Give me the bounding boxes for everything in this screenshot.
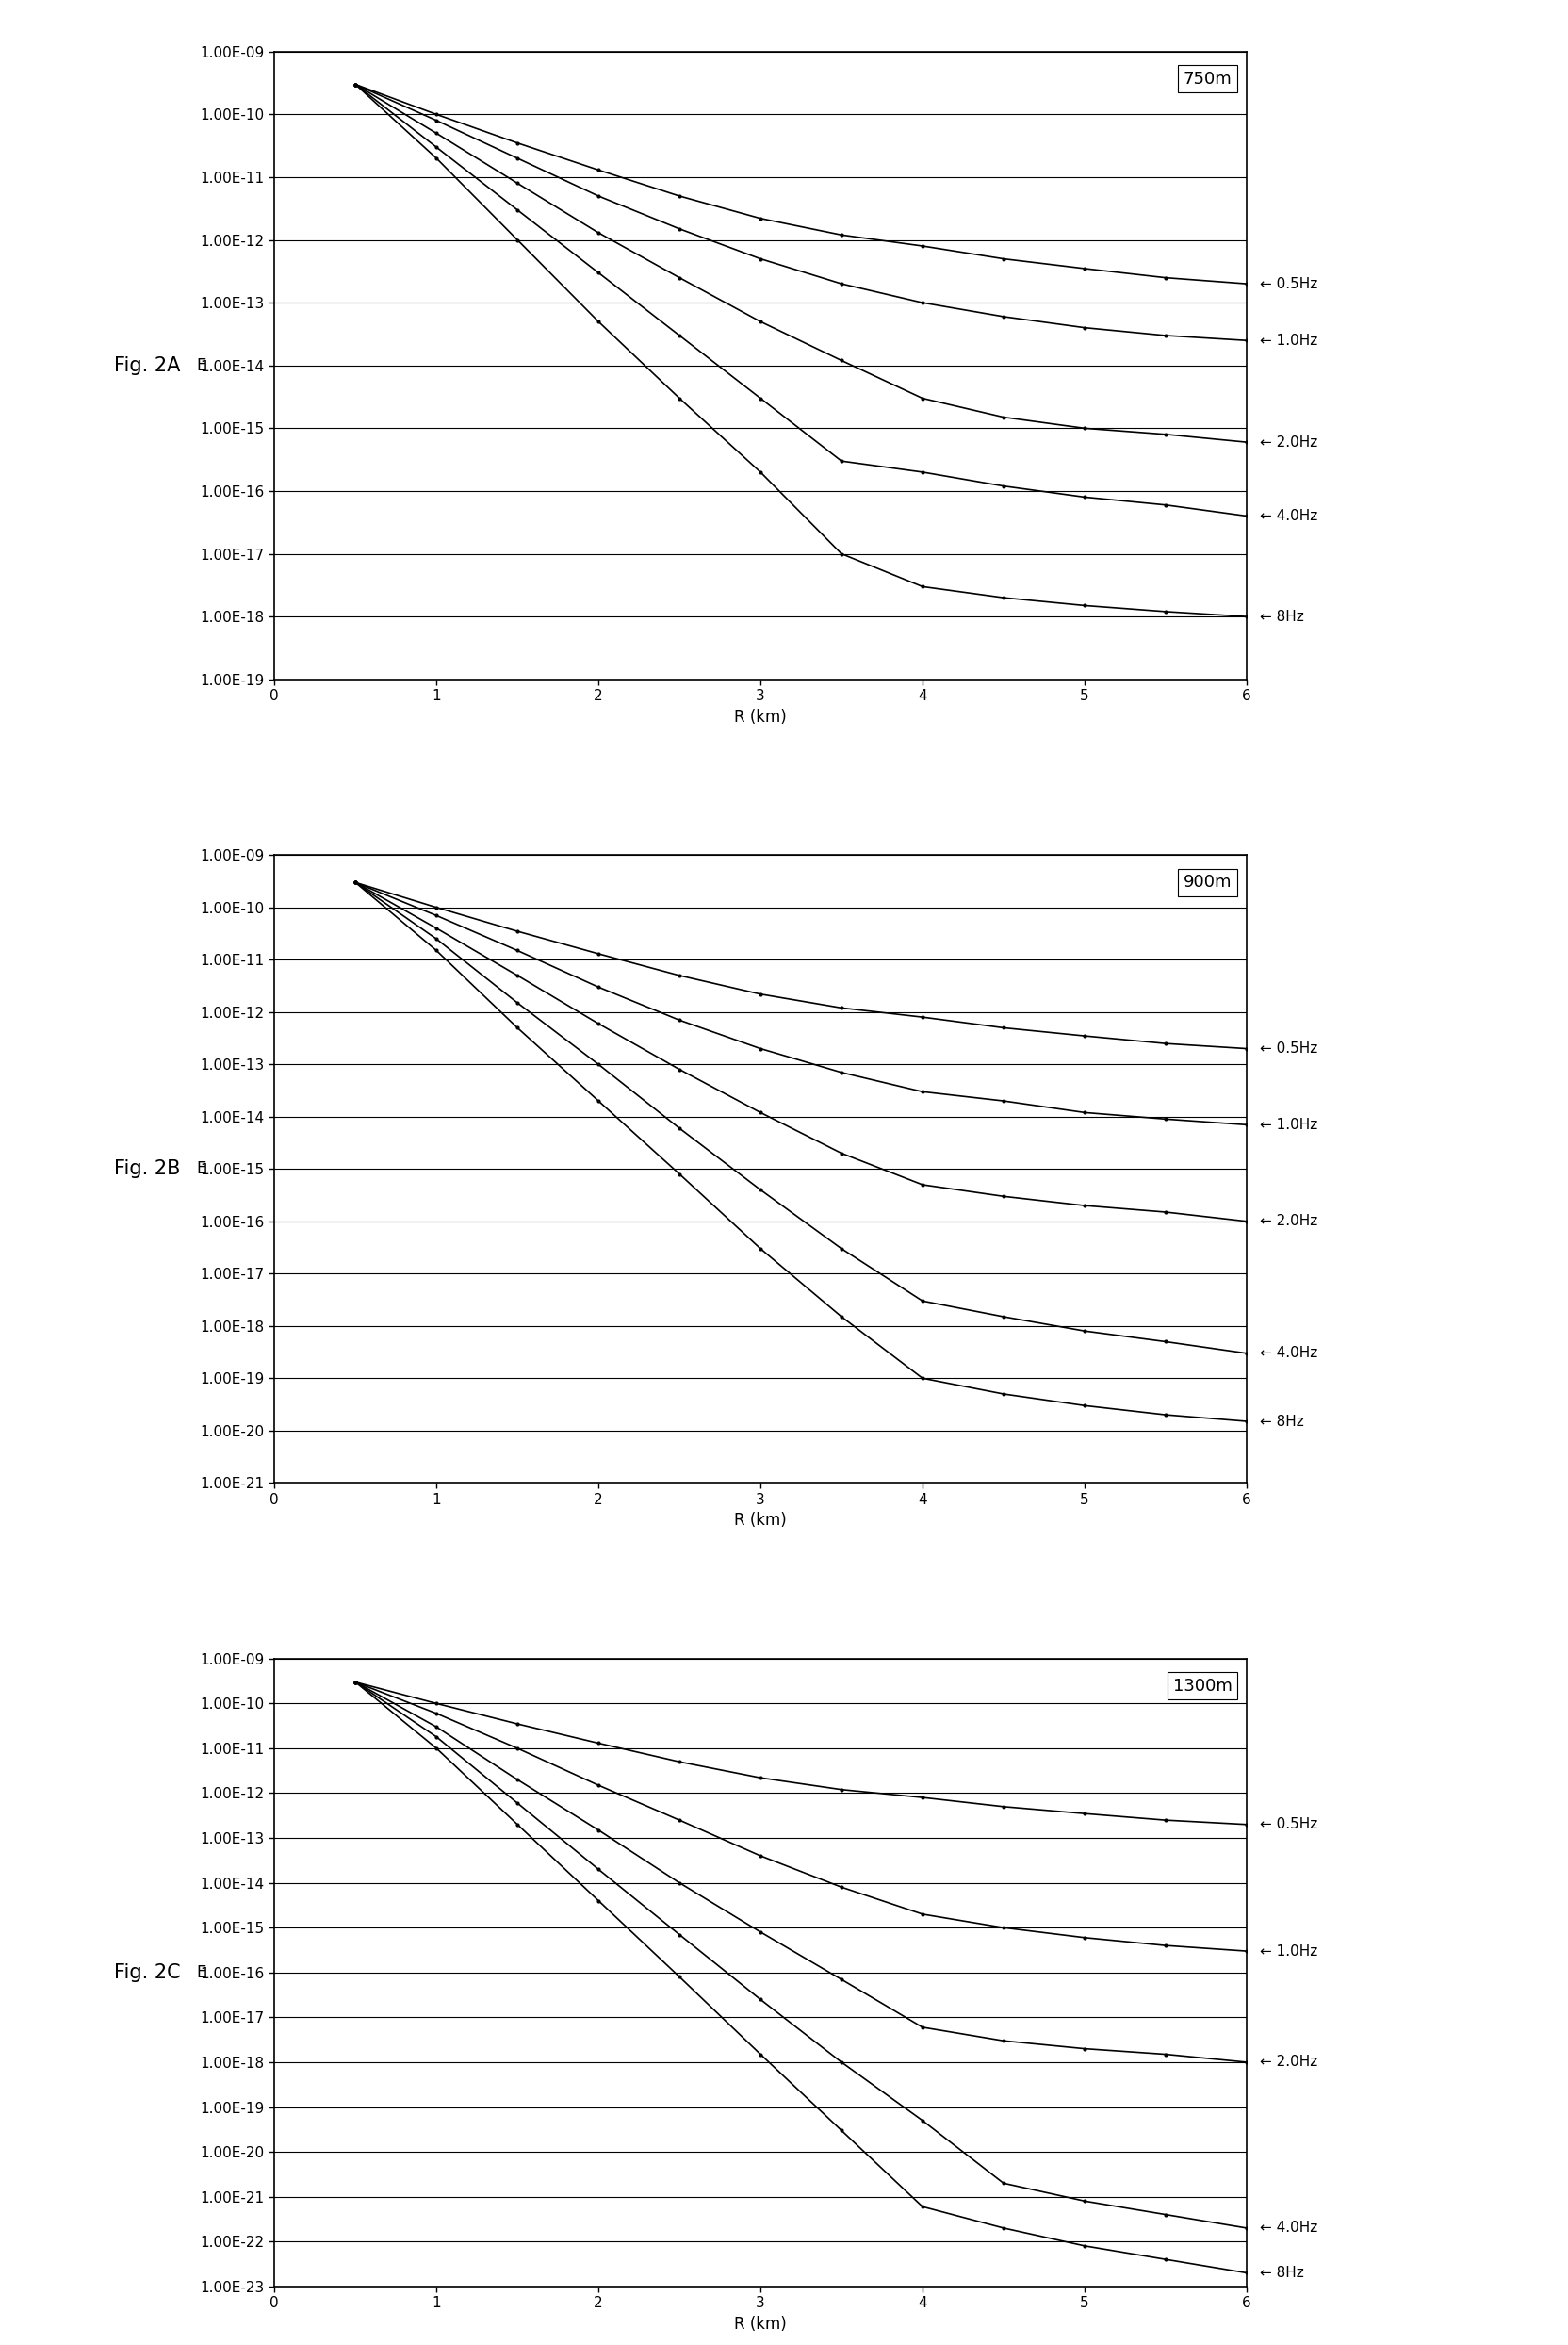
- Text: Fig. 2A: Fig. 2A: [114, 356, 180, 375]
- Text: E: E: [196, 1965, 207, 1982]
- Text: ← 0.5Hz: ← 0.5Hz: [1259, 1817, 1317, 1831]
- Text: 1300m: 1300m: [1173, 1677, 1232, 1695]
- Text: ← 2.0Hz: ← 2.0Hz: [1259, 1215, 1317, 1229]
- Text: ← 1.0Hz: ← 1.0Hz: [1259, 1119, 1317, 1133]
- Text: ← 4.0Hz: ← 4.0Hz: [1259, 2221, 1317, 2235]
- X-axis label: R (km): R (km): [734, 2315, 787, 2333]
- X-axis label: R (km): R (km): [734, 708, 787, 725]
- Text: E: E: [196, 356, 207, 373]
- Text: E: E: [196, 1161, 207, 1177]
- Text: ← 0.5Hz: ← 0.5Hz: [1259, 277, 1317, 291]
- Text: ← 2.0Hz: ← 2.0Hz: [1259, 2054, 1317, 2068]
- Text: ← 2.0Hz: ← 2.0Hz: [1259, 436, 1317, 450]
- Text: 900m: 900m: [1184, 875, 1232, 891]
- Text: ← 4.0Hz: ← 4.0Hz: [1259, 1346, 1317, 1360]
- Text: ← 4.0Hz: ← 4.0Hz: [1259, 509, 1317, 523]
- Text: Fig. 2B: Fig. 2B: [114, 1158, 180, 1180]
- Text: 750m: 750m: [1184, 70, 1232, 87]
- X-axis label: R (km): R (km): [734, 1513, 787, 1529]
- Text: ← 1.0Hz: ← 1.0Hz: [1259, 1944, 1317, 1958]
- Text: ← 8Hz: ← 8Hz: [1259, 610, 1303, 624]
- Text: ← 8Hz: ← 8Hz: [1259, 2265, 1303, 2279]
- Text: ← 8Hz: ← 8Hz: [1259, 1414, 1303, 1428]
- Text: ← 0.5Hz: ← 0.5Hz: [1259, 1041, 1317, 1055]
- Text: Fig. 2C: Fig. 2C: [114, 1963, 180, 1982]
- Text: ← 1.0Hz: ← 1.0Hz: [1259, 333, 1317, 347]
